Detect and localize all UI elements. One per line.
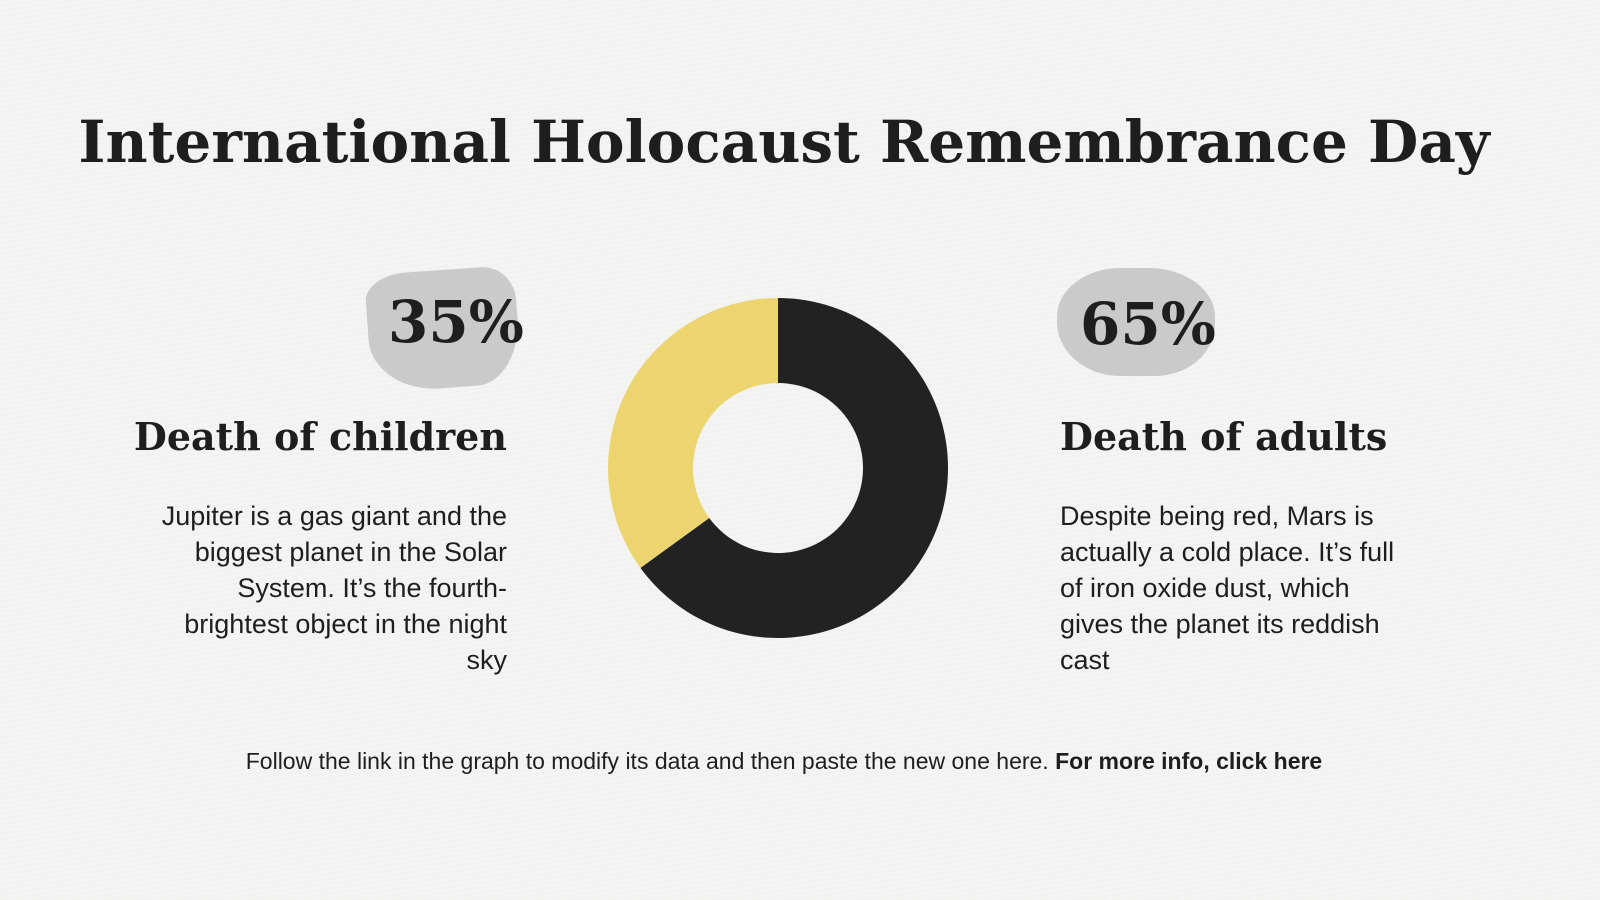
description-adults: Despite being red, Mars is actually a co… [1060,501,1395,675]
percent-badge-right [1057,268,1215,376]
segment-adults[interactable] [640,298,948,638]
segment-children[interactable] [608,298,778,568]
percent-children: 35% [388,288,524,356]
heading-adults: Death of adults [1060,414,1388,459]
slide-title: International Holocaust Remembrance Day [78,108,1490,176]
footer-text: Follow the link in the graph to modify i… [245,748,1049,774]
more-info-link[interactable]: For more info, click here [1055,748,1323,774]
donut-chart[interactable] [608,298,948,638]
footer-note: Follow the link in the graph to modify i… [0,748,1568,775]
percent-adults: 65% [1080,290,1216,358]
description-children: Jupiter is a gas giant and the biggest p… [161,501,507,675]
heading-children: Death of children [133,414,507,459]
